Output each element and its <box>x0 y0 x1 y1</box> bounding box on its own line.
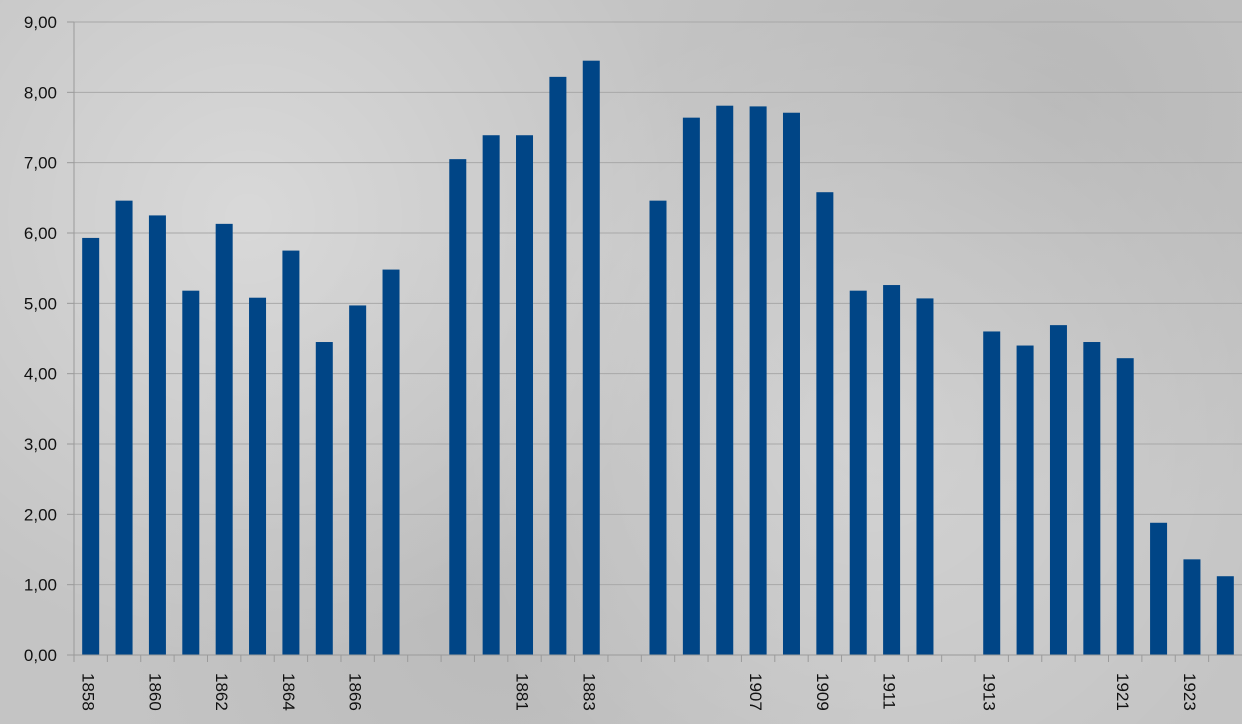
bar-1920 <box>1083 342 1100 655</box>
bar-1909 <box>816 192 833 655</box>
bar-1924 <box>1217 576 1234 655</box>
bar-1923 <box>1183 559 1200 655</box>
bar-1905 <box>683 118 700 655</box>
bar-1883 <box>583 61 600 655</box>
bars <box>82 61 1234 655</box>
y-tick-label: 1,00 <box>24 576 57 595</box>
x-tick-label-1883: 1883 <box>579 673 598 711</box>
y-tick-label: 0,00 <box>24 646 57 665</box>
bar-1906 <box>716 106 733 655</box>
bar-1907 <box>750 106 767 655</box>
y-tick-label: 6,00 <box>24 224 57 243</box>
bar-1864 <box>282 251 299 655</box>
bar-1884 <box>650 201 667 655</box>
bar-1908 <box>783 113 800 655</box>
bar-1861 <box>182 291 199 655</box>
x-tick-label-1907: 1907 <box>746 673 765 711</box>
y-tick-label: 8,00 <box>24 83 57 102</box>
x-tick-label-1913: 1913 <box>980 673 999 711</box>
y-tick-label: 5,00 <box>24 294 57 313</box>
x-tick-label-1911: 1911 <box>880 673 899 710</box>
bar-1865 <box>316 342 333 655</box>
x-tick-label-1858: 1858 <box>79 673 98 711</box>
bar-1859 <box>116 201 133 655</box>
x-tick-label-1866: 1866 <box>346 673 365 711</box>
bar-1866 <box>349 305 366 655</box>
bar-1911 <box>883 285 900 655</box>
y-tick-label: 2,00 <box>24 505 57 524</box>
x-tick-label-1860: 1860 <box>145 673 164 711</box>
y-axis-tick-labels: 0,00 1,00 2,00 3,00 4,00 5,00 6,00 7,00 8,00 9,00 <box>24 13 57 665</box>
x-tick-label-1862: 1862 <box>212 673 231 711</box>
bar-1867 <box>383 270 400 655</box>
bar-1863 <box>249 298 266 655</box>
bar-1914 <box>1017 346 1034 655</box>
y-tick-label: 9,00 <box>24 13 57 32</box>
bar-1921 <box>1117 358 1134 655</box>
bar-1858 <box>82 238 99 655</box>
x-tick-label-1864: 1864 <box>279 673 298 711</box>
bar-1880 <box>483 135 500 655</box>
bar-1913 <box>983 331 1000 655</box>
y-tick-label: 4,00 <box>24 365 57 384</box>
bar-1919 <box>1050 325 1067 655</box>
y-tick-label: 7,00 <box>24 154 57 173</box>
x-tick-label-1923: 1923 <box>1180 673 1199 711</box>
x-tick-label-1921: 1921 <box>1113 673 1132 711</box>
bar-1879 <box>449 159 466 655</box>
bar-1910 <box>850 291 867 655</box>
x-axis-tick-labels: 1858 1860 1862 1864 1866 1881 1883 1907 1909 1911… <box>79 673 1199 711</box>
bar-1912 <box>916 298 933 655</box>
bar-1922 <box>1150 523 1167 655</box>
bar-1881 <box>516 135 533 655</box>
x-tick-label-1881: 1881 <box>513 673 532 711</box>
x-tick-label-1909: 1909 <box>813 673 832 711</box>
bar-1860 <box>149 215 166 655</box>
bar-1882 <box>549 77 566 655</box>
y-tick-label: 3,00 <box>24 435 57 454</box>
bar-1862 <box>216 224 233 655</box>
